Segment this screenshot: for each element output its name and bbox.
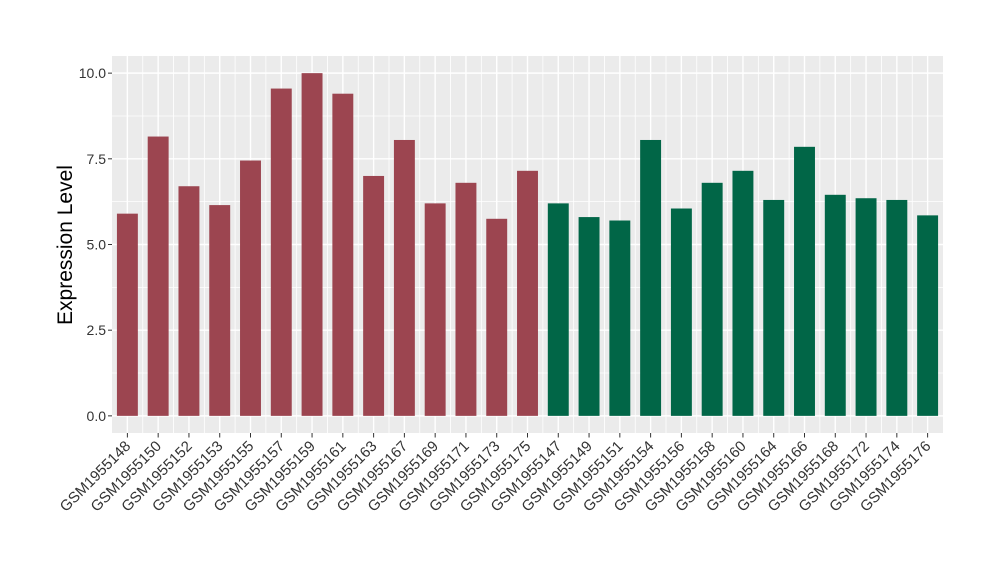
bar-GSM1955160 <box>732 170 754 416</box>
bar-GSM1955149 <box>578 217 600 416</box>
bar-GSM1955168 <box>824 194 846 416</box>
bar-GSM1955152 <box>178 186 200 416</box>
bar-GSM1955148 <box>116 213 138 416</box>
y-axis-title: Expression Level <box>54 165 77 325</box>
bar-GSM1955167 <box>393 139 415 416</box>
bar-GSM1955172 <box>855 198 877 416</box>
y-tick-label: 2.5 <box>87 322 107 338</box>
y-tick-label: 0.0 <box>87 408 107 424</box>
bar-GSM1955163 <box>363 175 385 416</box>
bar-GSM1955173 <box>486 218 508 416</box>
bar-GSM1955155 <box>240 160 261 416</box>
bar-GSM1955156 <box>670 208 692 416</box>
bar-GSM1955175 <box>517 170 538 416</box>
bar-GSM1955174 <box>886 199 908 416</box>
y-tick-label: 5.0 <box>87 237 107 253</box>
bar-GSM1955159 <box>301 73 323 416</box>
bar-GSM1955171 <box>455 182 477 416</box>
bar-GSM1955158 <box>701 182 723 416</box>
bar-GSM1955176 <box>917 215 939 416</box>
bar-GSM1955164 <box>763 199 785 416</box>
bar-GSM1955153 <box>209 205 231 416</box>
bar-GSM1955154 <box>640 139 662 416</box>
bar-GSM1955147 <box>547 203 569 416</box>
bar-GSM1955161 <box>332 93 354 416</box>
bar-GSM1955150 <box>147 136 169 416</box>
y-tick-label: 10.0 <box>79 65 106 81</box>
bar-GSM1955157 <box>270 88 292 416</box>
y-tick-label: 7.5 <box>87 151 107 167</box>
bar-GSM1955166 <box>794 146 815 416</box>
bar-GSM1955151 <box>609 220 631 416</box>
bar-GSM1955169 <box>424 203 446 416</box>
